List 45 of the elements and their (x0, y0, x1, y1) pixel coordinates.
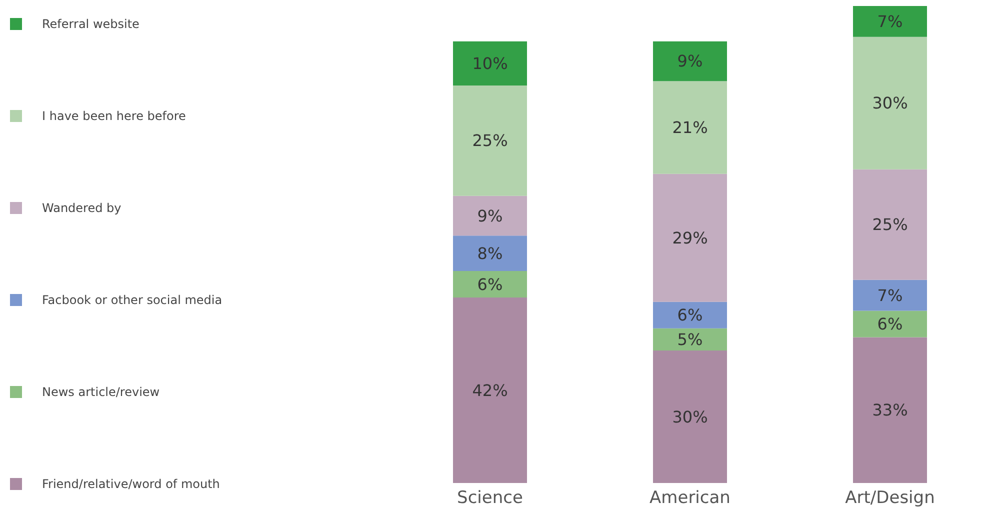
bar (653, 328, 727, 350)
bar (653, 81, 727, 174)
x-tick-label: Science (457, 488, 523, 508)
x-tick-label: American (650, 488, 730, 508)
data-label: 30% (872, 94, 908, 113)
data-label: 10% (472, 54, 508, 73)
data-label: 29% (672, 228, 708, 248)
bar (853, 310, 927, 338)
data-label: 25% (472, 131, 508, 150)
data-label: 21% (672, 118, 708, 137)
legend-label: Referral website (42, 17, 140, 31)
data-label: 33% (872, 400, 908, 420)
bar (853, 169, 927, 280)
data-label: 7% (877, 286, 903, 305)
legend-label: I have been here before (42, 109, 186, 123)
data-label: 9% (477, 206, 503, 226)
bar (653, 302, 727, 328)
bar (453, 236, 527, 271)
legend-label: Facbook or other social media (42, 293, 222, 307)
legend-label: Wandered by (42, 201, 122, 215)
bar (453, 298, 527, 483)
data-label: 9% (677, 52, 703, 71)
data-label: 6% (477, 274, 503, 294)
data-label: 8% (477, 244, 503, 263)
bar (853, 6, 927, 37)
bar (653, 174, 727, 302)
bar (453, 196, 527, 236)
data-label: 6% (877, 314, 903, 334)
bar (453, 41, 527, 86)
data-label: 7% (877, 12, 903, 31)
bar (653, 350, 727, 483)
bar (853, 337, 927, 483)
data-label: 25% (872, 215, 908, 234)
bar (853, 36, 927, 170)
bar (453, 271, 527, 298)
bar (853, 280, 927, 311)
data-label: 30% (672, 407, 708, 426)
data-label: 42% (472, 380, 508, 400)
bar (453, 86, 527, 196)
x-tick-label: Art/Design (845, 488, 935, 508)
data-label: 5% (677, 330, 703, 349)
legend-label: News article/review (42, 385, 160, 399)
legend-label: Friend/relative/word of mouth (42, 477, 220, 491)
bar (653, 41, 727, 82)
data-label: 6% (677, 306, 703, 325)
